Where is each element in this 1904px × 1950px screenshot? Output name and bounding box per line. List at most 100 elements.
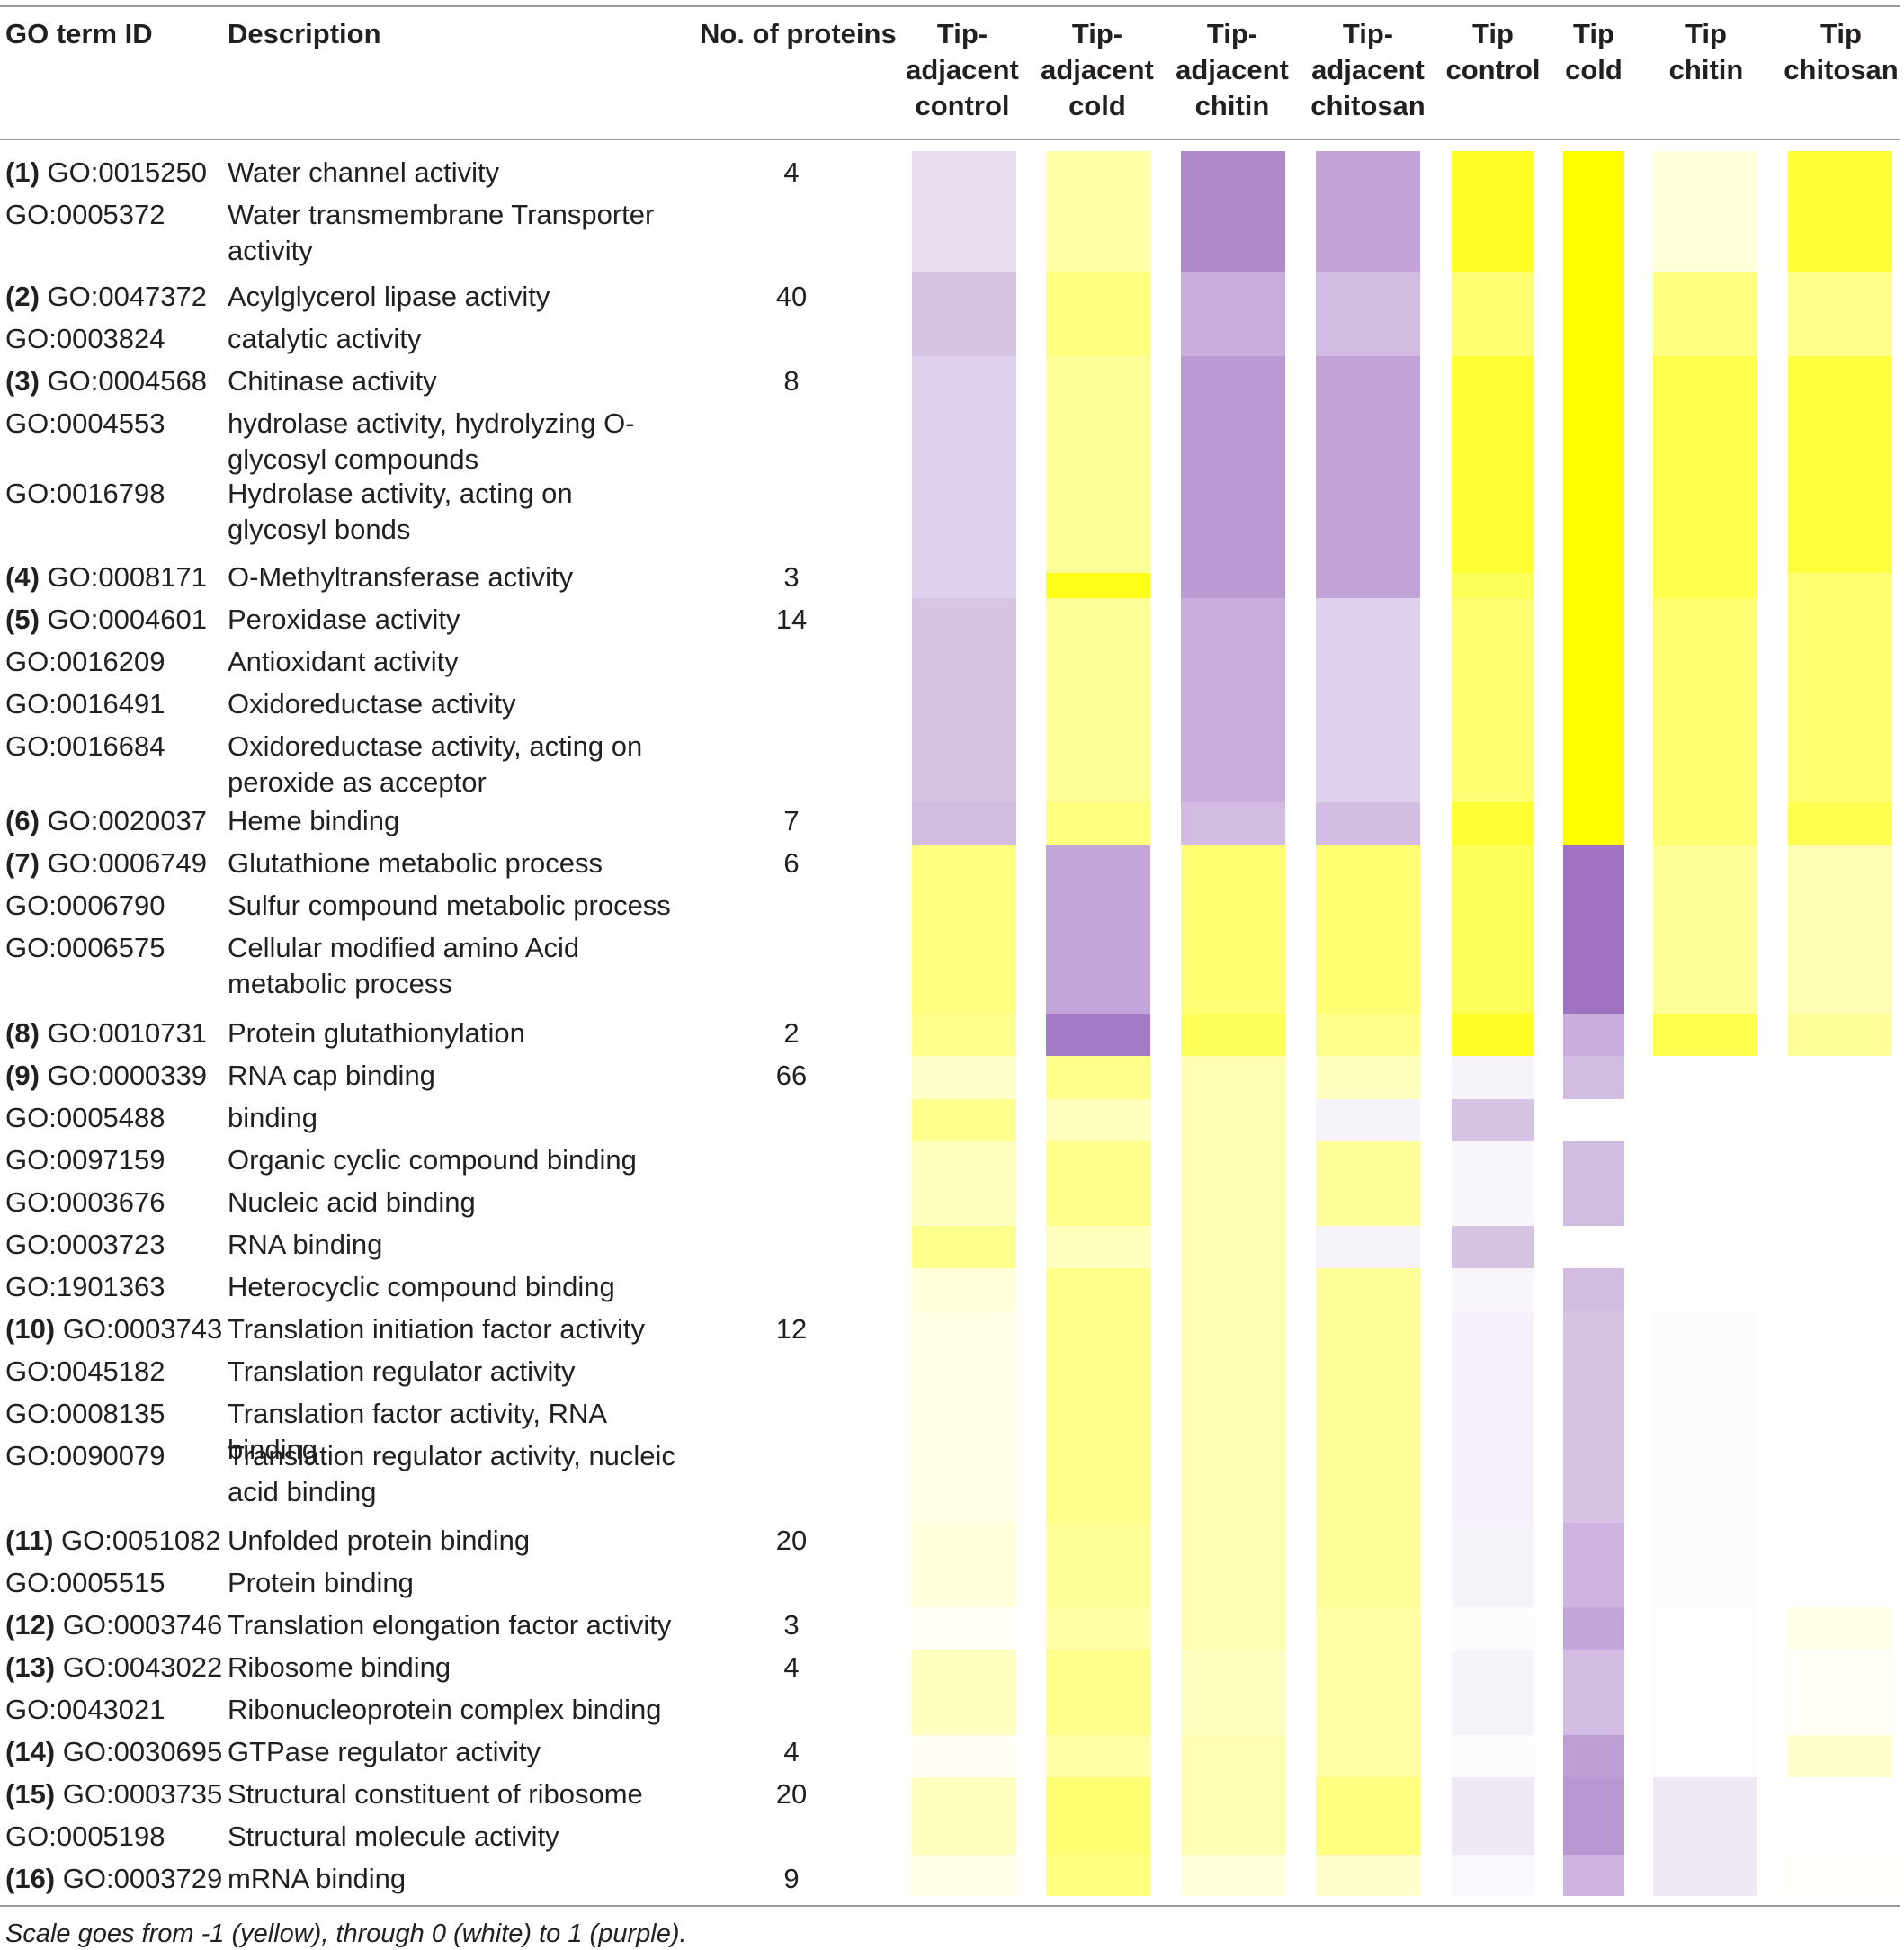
heatmap-cell [1046,151,1150,194]
protein-count: 4 [783,157,800,188]
protein-count: 3 [783,561,800,593]
heatmap-cell [1181,469,1285,573]
heatmap-cell [1316,398,1420,469]
heatmap-cell [1046,398,1150,469]
heatmap-cell [1788,356,1892,398]
heatmap-cell [1316,1820,1420,1855]
heatmap-cell [1788,845,1892,888]
heatmap-cell [1788,1397,1892,1438]
heatmap-cell [1788,888,1892,929]
heatmap-cell [1788,1014,1892,1056]
heatmap-cell [1788,640,1892,683]
description: Translation regulator activity [228,1355,576,1387]
description: Protein glutathionylation [228,1017,525,1049]
go-term-id: GO:0004553 [5,406,165,442]
group-number: (15) [5,1778,63,1810]
go-term-id: GO:0090079 [5,1438,165,1474]
heatmap-cell [1563,1311,1624,1354]
heatmap-cell [1788,194,1892,272]
heatmap-cell [1316,598,1420,640]
heatmap-cell [1181,802,1285,845]
header-tip-adjacent-control: Tip- adjacent control [899,16,1025,124]
heatmap-cell [1181,356,1285,398]
description: Water channel activity [228,157,500,188]
protein-count: 4 [783,1736,800,1767]
heatmap-cell [1316,1141,1420,1184]
heatmap-cell [1563,1141,1624,1184]
heatmap-cell [1563,1056,1624,1099]
heatmap-cell [1316,356,1420,398]
heatmap-cell [1046,1820,1150,1855]
heatmap-cell [1181,1184,1285,1226]
header-line: control [915,90,1010,121]
header-line: Tip- [1206,18,1258,49]
heatmap-cell [1788,272,1892,314]
description: Oxidoreductase activity [228,688,516,720]
go-id: GO:0016684 [5,730,165,762]
heatmap-cell [1046,1354,1150,1397]
go-term-id: (8) GO:0010731 [5,1015,207,1051]
heatmap-cell [1452,683,1534,725]
go-id: GO:0015250 [47,157,208,188]
heatmap-cell [1316,1397,1420,1438]
heatmap-cell [1653,1311,1757,1354]
heatmap-cell [912,1311,1016,1354]
heatmap-cell [1316,469,1420,573]
heatmap-cell [1452,1855,1534,1896]
group-number: (9) [5,1060,48,1091]
heatmap-cell [1788,1354,1892,1397]
group-number: (14) [5,1736,63,1767]
heatmap-cell [1788,151,1892,194]
heatmap-cell [1452,1777,1534,1820]
table-top-rule [0,5,1900,7]
heatmap-cell [1046,1014,1150,1056]
group-number: (13) [5,1651,63,1683]
heatmap-cell [1452,640,1534,683]
go-id: GO:0016491 [5,688,165,720]
description: catalytic activity [228,323,422,354]
go-id: GO:0016209 [5,646,165,677]
heatmap-cell [1563,1354,1624,1397]
header-line: Tip- [1342,18,1394,49]
heatmap-cell [1653,640,1757,683]
heatmap-cell [912,1565,1016,1607]
go-term-id: (2) GO:0047372 [5,279,207,315]
heatmap-cell [1316,640,1420,683]
description: Translation factor activity, RNA binding [228,1398,606,1465]
heatmap-cell [1452,151,1534,194]
heatmap-cell [1788,725,1892,802]
heatmap-cell [1653,598,1757,640]
heatmap-cell [1046,314,1150,356]
heatmap-cell [1316,1777,1420,1820]
heatmap-cell [1316,314,1420,356]
heatmap-cell [1563,469,1624,573]
heatmap-cell [1653,1226,1757,1268]
header-tip-cold: Tip cold [1531,16,1657,88]
heatmap-cell [1788,1855,1892,1896]
go-term-id: (12) GO:0003746 [5,1607,222,1643]
protein-count: 20 [775,1778,808,1810]
heatmap-cell [1181,1692,1285,1735]
go-term-id: (6) GO:0020037 [5,803,207,839]
heatmap-cell [1788,1099,1892,1141]
heatmap-cell [1316,1650,1420,1692]
heatmap-cell [1452,469,1534,573]
heatmap-cell [1653,1735,1757,1777]
go-term-id: GO:0003723 [5,1227,165,1263]
go-id: GO:0008135 [5,1398,165,1429]
heatmap-cell [1316,845,1420,888]
description: GTPase regulator activity [228,1736,541,1767]
heatmap-cell [1046,1397,1150,1438]
heatmap-cell [1181,194,1285,272]
header-line: adjacent [1311,54,1425,85]
heatmap-cell [1181,1523,1285,1565]
heatmap-cell [1046,802,1150,845]
heatmap-cell [912,573,1016,598]
heatmap-cell [1452,1607,1534,1650]
heatmap-cell [1181,1141,1285,1184]
go-id: GO:0051082 [61,1525,221,1556]
protein-count: 20 [775,1525,808,1556]
header-line: adjacent [1175,54,1289,85]
go-id: GO:0006790 [5,890,165,921]
heatmap-cell [1563,1226,1624,1268]
